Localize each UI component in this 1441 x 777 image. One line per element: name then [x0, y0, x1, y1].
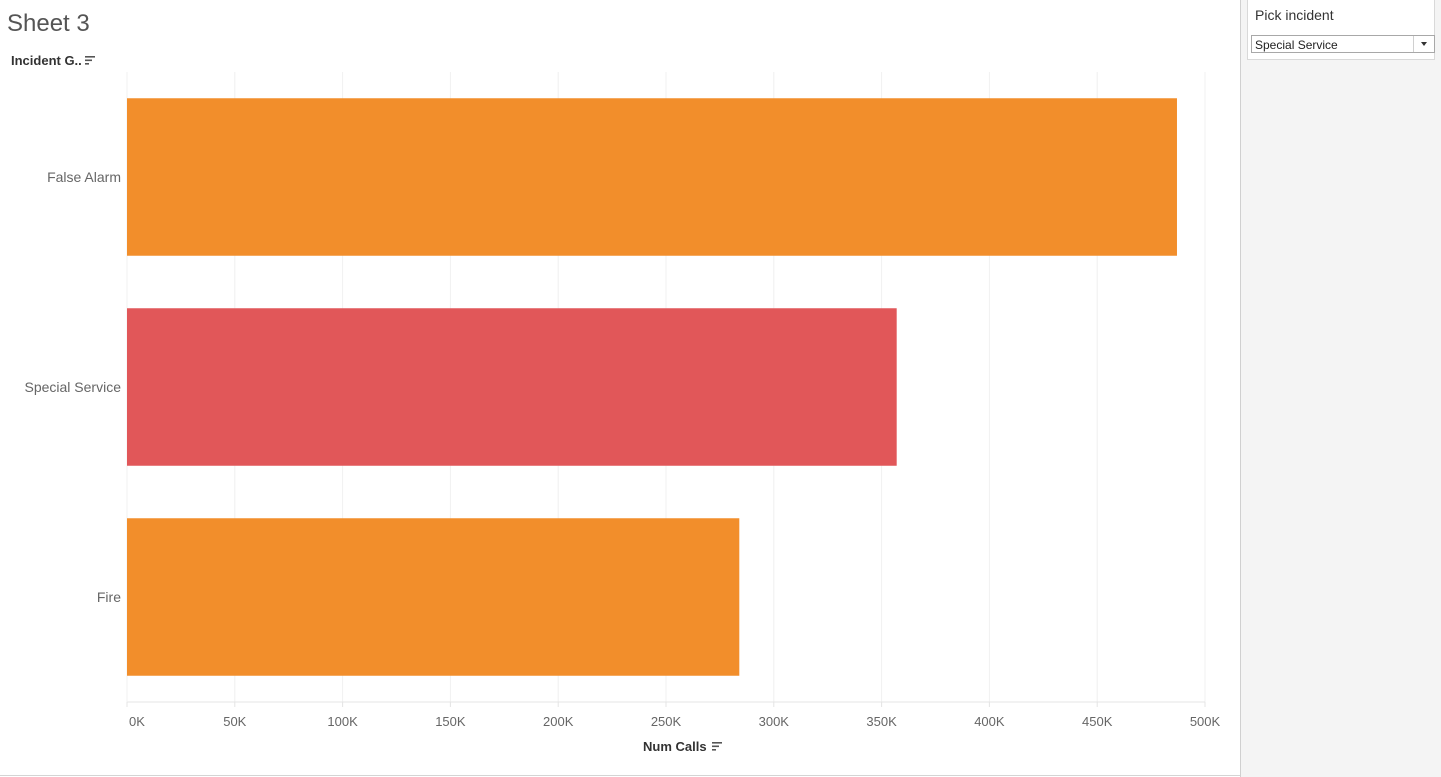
filter-card: Pick incident Special Service: [1247, 0, 1435, 60]
x-axis-title[interactable]: Num Calls: [643, 739, 723, 754]
category-label: Special Service: [25, 379, 122, 395]
bar: [127, 308, 897, 466]
dropdown-value: Special Service: [1255, 38, 1338, 52]
sort-icon[interactable]: [84, 56, 96, 65]
x-tick-label: 450K: [1082, 714, 1113, 729]
row-header[interactable]: Incident G..: [11, 53, 96, 68]
x-tick-label: 50K: [223, 714, 246, 729]
bar-chart: 0K 50K 100K 150K 200K 250K 300K 350K 400K 450K 500…: [25, 72, 1221, 729]
x-tick-label: 500K: [1190, 714, 1221, 729]
x-tick-label: 100K: [327, 714, 358, 729]
x-tick-label: 150K: [435, 714, 466, 729]
sort-icon[interactable]: [711, 742, 723, 751]
x-tick-label: 400K: [974, 714, 1005, 729]
category-label: Fire: [97, 589, 121, 605]
worksheet: Sheet 3 Incident G.. 0K 50K 100K 150K 200K 25…: [0, 10, 1240, 776]
category-label: False Alarm: [47, 169, 121, 185]
bar: [127, 98, 1177, 256]
x-tick-label: 0K: [129, 714, 145, 729]
x-tick-label: 200K: [543, 714, 574, 729]
x-tick-label: 300K: [759, 714, 790, 729]
row-header-label: Incident G..: [11, 53, 82, 68]
x-tick-label: 250K: [651, 714, 682, 729]
filter-title: Pick incident: [1255, 7, 1334, 23]
chevron-down-icon[interactable]: [1413, 36, 1434, 52]
x-tick-label: 350K: [866, 714, 897, 729]
pane-divider: [1240, 0, 1241, 777]
sheet-title: Sheet 3: [7, 10, 90, 37]
side-panel: Pick incident Special Service: [1241, 0, 1441, 777]
bar: [127, 518, 740, 676]
incident-dropdown[interactable]: Special Service: [1251, 35, 1435, 53]
x-axis-label: Num Calls: [643, 739, 707, 754]
